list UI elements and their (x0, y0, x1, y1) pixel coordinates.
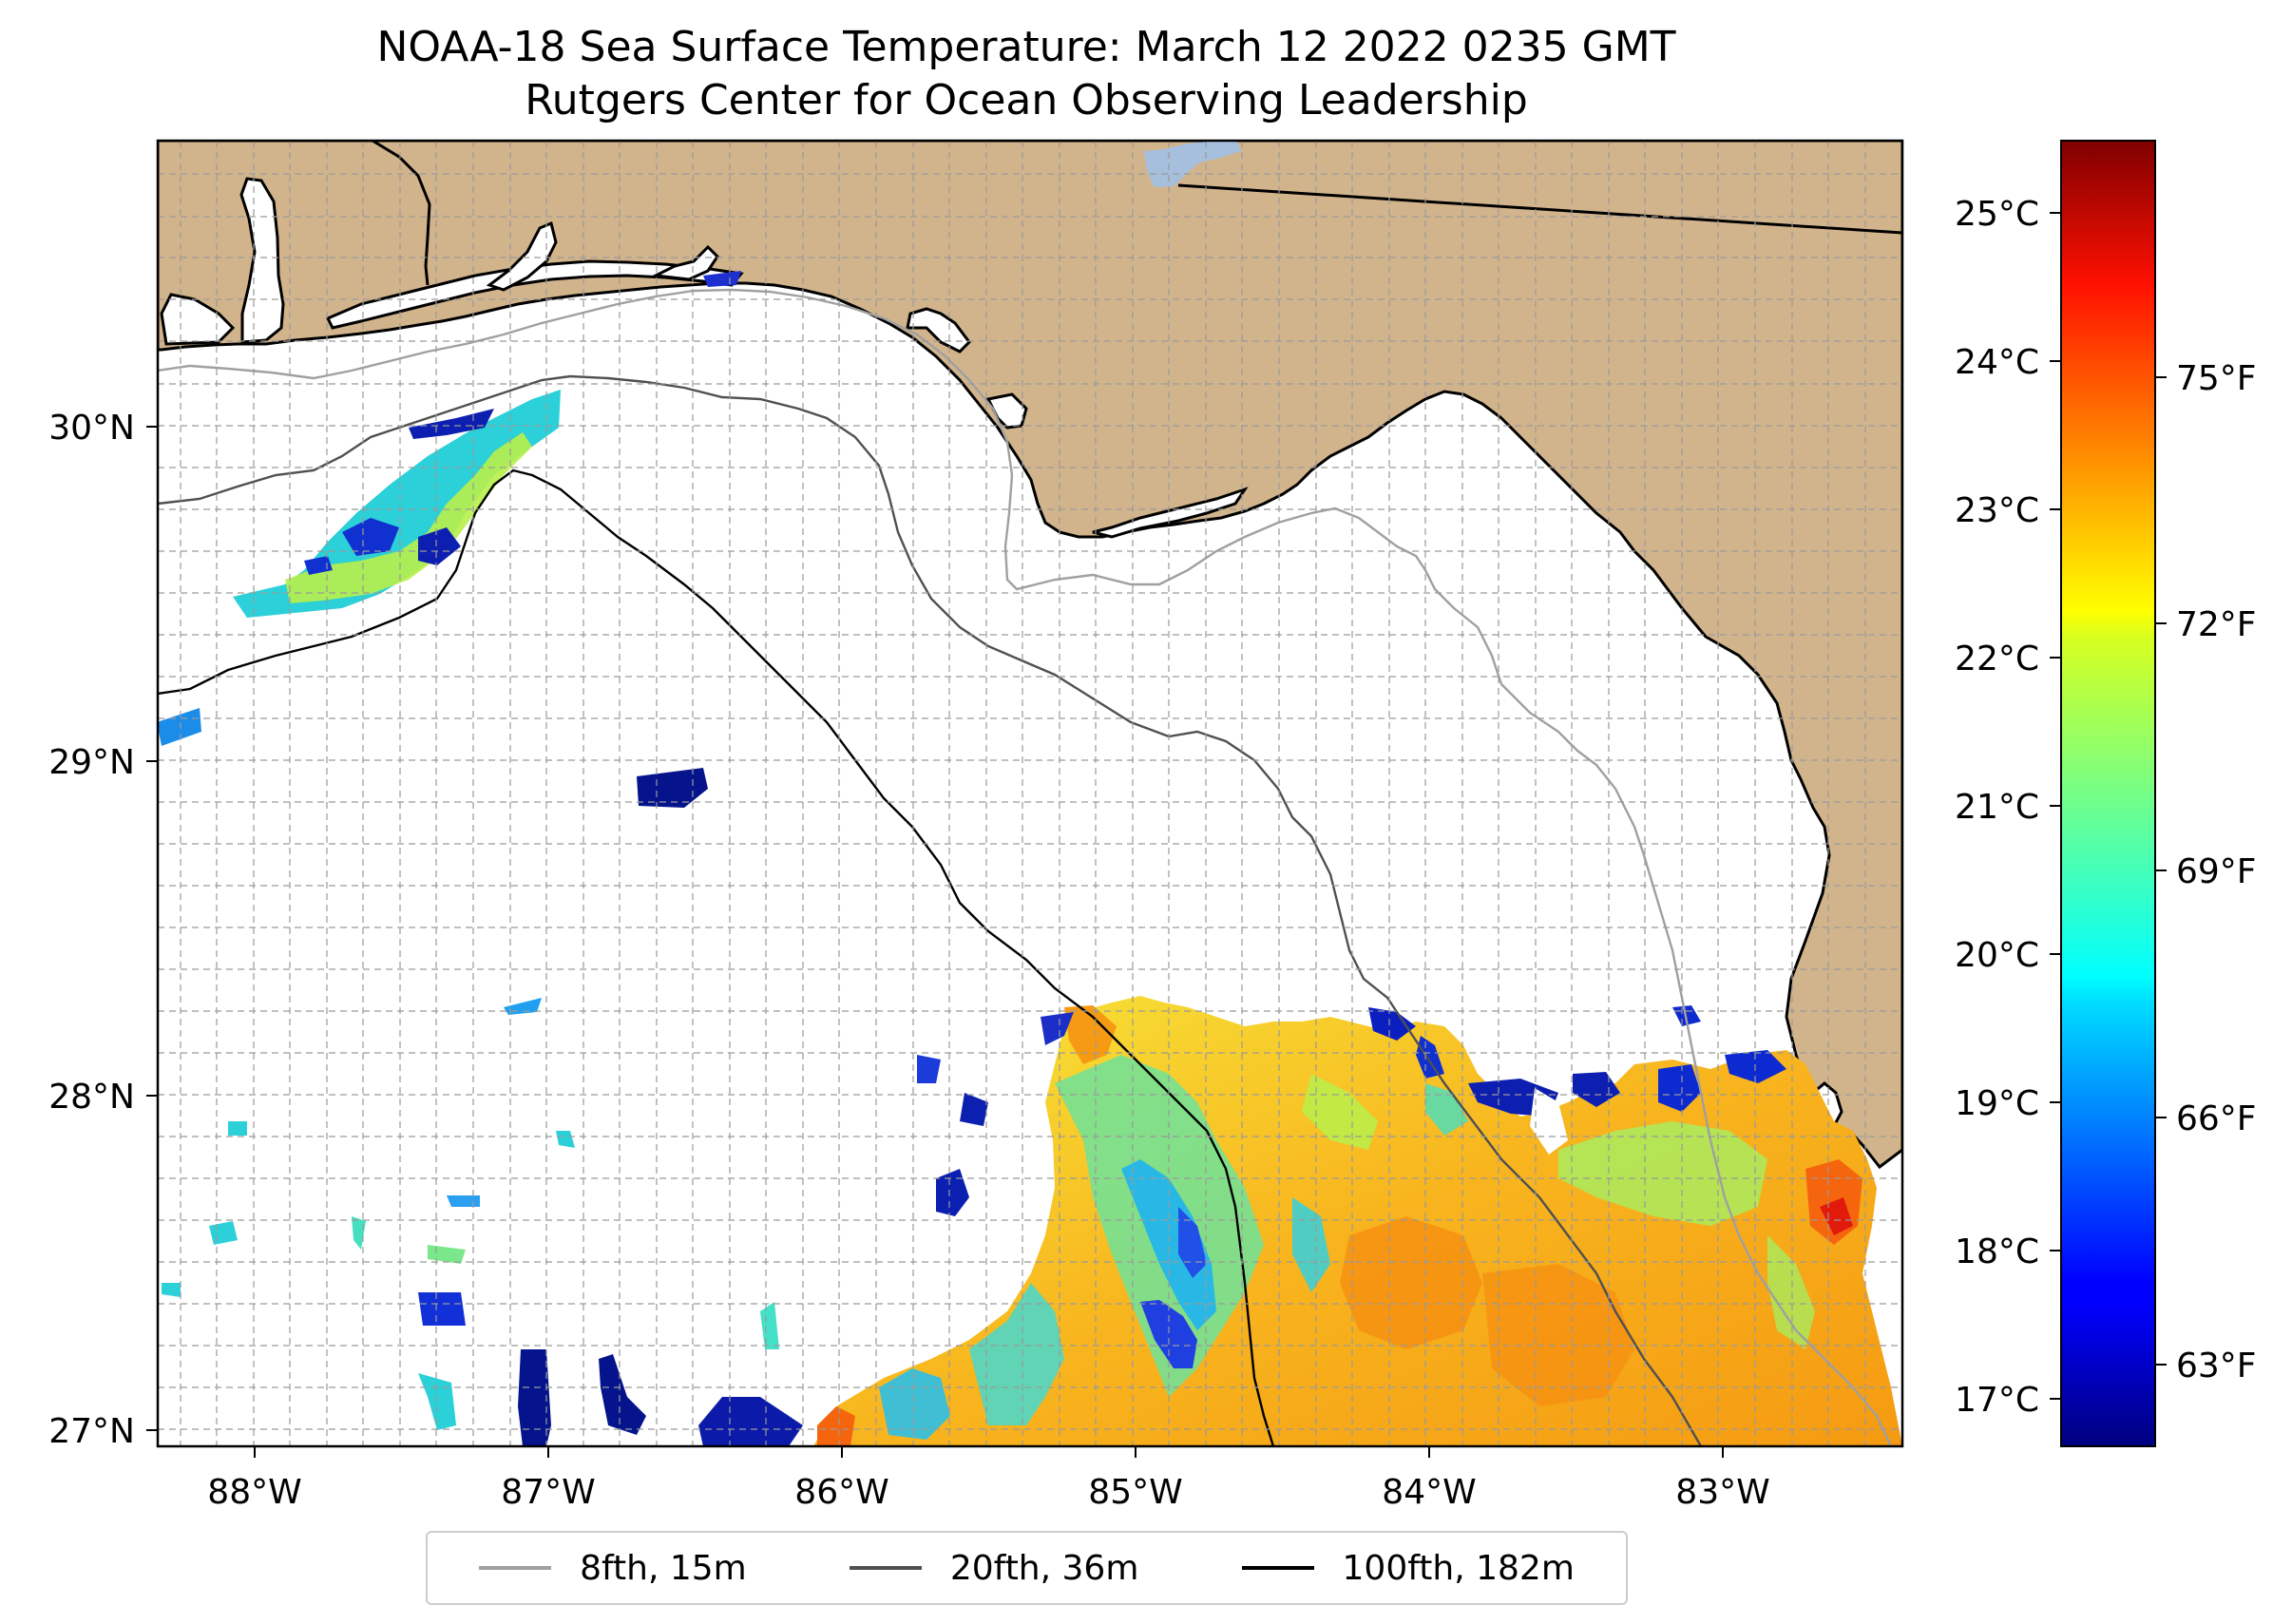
legend-item-8fth: 8fth, 15m (479, 1549, 747, 1588)
gridlines (158, 141, 1902, 1446)
colorbar-celsius-label: 17°C (1955, 1381, 2039, 1420)
legend-item-20fth: 20fth, 36m (849, 1548, 1139, 1588)
lat-tick-label: 28°N (48, 1078, 135, 1117)
colorbar (2060, 140, 2156, 1447)
colorbar-celsius-label: 25°C (1955, 195, 2039, 234)
colorbar-fahrenheit-label: 66°F (2176, 1099, 2257, 1138)
map-frame (156, 139, 1904, 1448)
lat-tick-label: 27°N (48, 1412, 135, 1451)
colorbar-fahrenheit-label: 69°F (2176, 852, 2257, 891)
land-mass (158, 141, 1902, 1170)
isobath-legend: 8fth, 15m 20fth, 36m 100fth, 182m (426, 1531, 1628, 1605)
colorbar-fahrenheit-label: 72°F (2176, 605, 2257, 644)
colorbar-celsius-label: 19°C (1955, 1084, 2039, 1123)
lon-tick-label: 84°W (1382, 1473, 1476, 1512)
isobath-lines (158, 288, 1893, 1446)
colorbar-celsius-label: 22°C (1955, 640, 2039, 678)
colorbar-celsius-label: 21°C (1955, 788, 2039, 827)
title-line-1: NOAA-18 Sea Surface Temperature: March 1… (376, 23, 1676, 71)
lon-tick-label: 87°W (501, 1473, 595, 1512)
colorbar-celsius-label: 20°C (1955, 936, 2039, 975)
lat-tick-label: 30°N (48, 409, 135, 448)
legend-label: 8fth, 15m (580, 1548, 747, 1588)
state-boundary-west (372, 141, 431, 286)
colorbar-ticks (2050, 212, 2167, 1400)
legend-label: 20fth, 36m (949, 1548, 1139, 1588)
colorbar-celsius-label: 24°C (1955, 343, 2039, 382)
lon-tick-label: 86°W (794, 1473, 888, 1512)
lon-tick-label: 88°W (207, 1473, 301, 1512)
title-line-2: Rutgers Center for Ocean Observing Leade… (525, 76, 1528, 124)
legend-label: 100fth, 182m (1342, 1548, 1575, 1588)
legend-swatch-black (1241, 1566, 1314, 1570)
colorbar-celsius-label: 23°C (1955, 491, 2039, 530)
colorbar-celsius-label: 18°C (1955, 1232, 2039, 1271)
map-title: NOAA-18 Sea Surface Temperature: March 1… (152, 21, 1900, 127)
lon-tick-label: 83°W (1675, 1473, 1769, 1512)
lon-tick-label: 85°W (1088, 1473, 1182, 1512)
lat-tick-label: 29°N (48, 743, 135, 782)
colorbar-fahrenheit-label: 75°F (2176, 359, 2257, 398)
legend-swatch-light-gray (479, 1566, 552, 1570)
axis-ticks (146, 426, 1724, 1458)
colorbar-fahrenheit-label: 63°F (2176, 1347, 2257, 1385)
state-boundary (1177, 183, 1902, 235)
legend-item-100fth: 100fth, 182m (1241, 1548, 1575, 1588)
legend-swatch-dark-gray (849, 1566, 922, 1570)
